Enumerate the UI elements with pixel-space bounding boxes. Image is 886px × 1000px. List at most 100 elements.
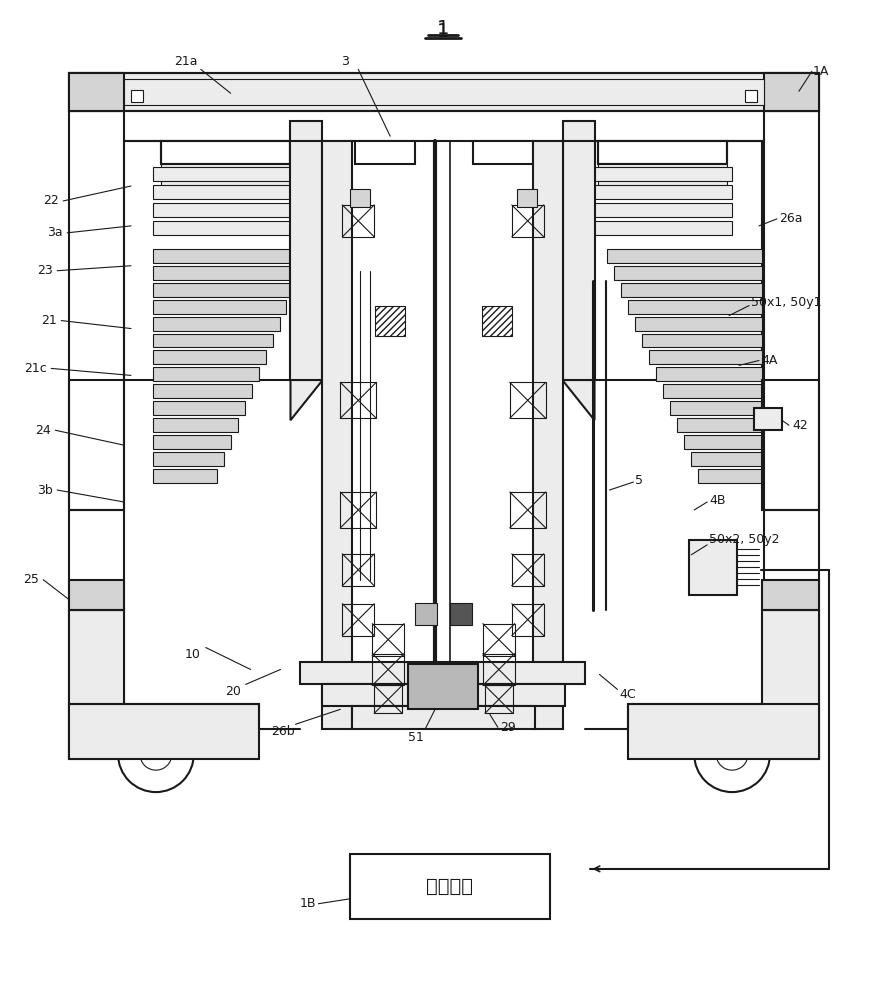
Bar — [697, 469, 761, 483]
Bar — [744, 90, 756, 102]
Bar — [472, 141, 532, 164]
Bar — [69, 580, 124, 610]
Text: 24: 24 — [35, 424, 51, 437]
Bar — [69, 704, 259, 759]
Bar — [482, 624, 514, 656]
Text: 4A: 4A — [760, 354, 776, 367]
Bar — [69, 380, 124, 510]
Bar — [69, 73, 124, 111]
Bar — [690, 452, 761, 466]
Bar — [761, 380, 818, 510]
Bar — [152, 185, 302, 199]
Bar — [152, 167, 302, 181]
Bar — [152, 334, 272, 347]
Bar — [355, 141, 415, 164]
Bar — [152, 418, 237, 432]
Bar — [350, 854, 549, 919]
Bar — [69, 73, 818, 111]
Bar — [290, 121, 322, 380]
Bar — [656, 367, 761, 381]
Bar — [562, 141, 761, 380]
Bar — [562, 121, 594, 380]
Bar — [627, 300, 761, 314]
Bar — [627, 704, 818, 759]
Text: 21a: 21a — [174, 55, 198, 68]
Bar — [352, 706, 534, 729]
Bar — [649, 350, 761, 364]
Bar — [152, 384, 252, 398]
Text: 26b: 26b — [270, 725, 294, 738]
Bar — [482, 654, 514, 685]
Bar — [152, 221, 302, 235]
Bar — [761, 580, 818, 610]
Text: 21: 21 — [42, 314, 58, 327]
Bar — [152, 350, 265, 364]
Text: 1: 1 — [436, 19, 448, 38]
Bar — [511, 604, 543, 636]
Bar — [597, 164, 727, 187]
Text: 25: 25 — [23, 573, 39, 586]
Bar — [582, 167, 731, 181]
Bar — [152, 452, 223, 466]
Bar — [152, 435, 230, 449]
Bar — [152, 283, 293, 297]
Bar — [374, 685, 401, 713]
Bar — [509, 492, 545, 528]
Bar — [152, 317, 279, 331]
Text: 3: 3 — [341, 55, 349, 68]
Bar — [160, 141, 290, 164]
Text: 5: 5 — [634, 474, 642, 487]
Bar — [342, 205, 374, 237]
Polygon shape — [290, 141, 322, 420]
Bar — [509, 382, 545, 418]
Bar — [152, 469, 216, 483]
Bar — [614, 266, 761, 280]
Bar — [481, 306, 511, 336]
Bar — [761, 610, 818, 759]
Bar — [124, 141, 323, 380]
Text: 20: 20 — [224, 685, 240, 698]
Bar — [485, 685, 512, 713]
Text: 4C: 4C — [618, 688, 635, 701]
Text: 4B: 4B — [709, 493, 725, 506]
Bar — [415, 603, 437, 625]
Bar — [372, 654, 404, 685]
Text: 1: 1 — [436, 22, 448, 41]
Bar — [69, 73, 818, 111]
Text: 42: 42 — [791, 419, 807, 432]
Polygon shape — [562, 141, 594, 420]
Bar — [160, 164, 290, 187]
Bar — [582, 185, 731, 199]
Bar — [683, 435, 761, 449]
Bar — [408, 664, 478, 709]
Bar — [763, 73, 818, 111]
Bar — [670, 401, 761, 415]
Bar — [131, 90, 143, 102]
Bar — [322, 684, 564, 706]
Bar — [340, 492, 376, 528]
Bar — [641, 334, 761, 347]
Text: 50x1, 50y1: 50x1, 50y1 — [750, 296, 820, 309]
Bar — [372, 624, 404, 656]
Bar — [350, 189, 369, 207]
Bar — [152, 367, 259, 381]
Text: 控制装置: 控制装置 — [426, 877, 473, 896]
Bar — [152, 266, 300, 280]
Bar — [342, 604, 374, 636]
Bar — [69, 610, 124, 759]
Text: 29: 29 — [499, 721, 515, 734]
Bar — [597, 141, 727, 164]
Text: 26a: 26a — [778, 212, 802, 225]
Bar — [300, 662, 584, 684]
Text: 21c: 21c — [25, 362, 47, 375]
Bar — [663, 384, 761, 398]
Bar — [753, 408, 781, 430]
Text: 23: 23 — [37, 264, 53, 277]
Bar — [517, 189, 536, 207]
Bar — [582, 203, 731, 217]
Bar — [152, 401, 245, 415]
Bar — [634, 317, 761, 331]
Text: 3b: 3b — [37, 484, 53, 497]
Bar — [511, 554, 543, 586]
Bar — [621, 283, 761, 297]
